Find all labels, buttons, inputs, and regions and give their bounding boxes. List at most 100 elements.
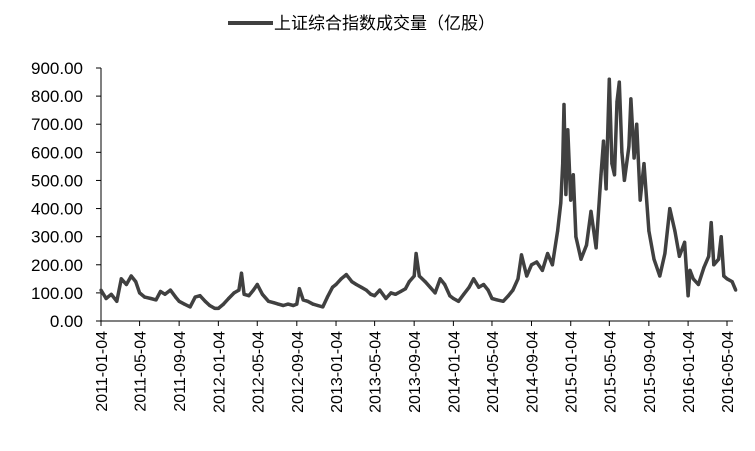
data-point [451, 296, 455, 301]
data-point [297, 287, 301, 291]
data-point [129, 274, 133, 278]
data-point [566, 128, 570, 132]
data-point [407, 280, 411, 284]
data-point [339, 277, 343, 281]
data-point [158, 289, 163, 294]
data-point [688, 268, 692, 272]
data-point [281, 303, 285, 308]
data-point [663, 251, 667, 256]
legend: 上证综合指数成交量（亿股） [228, 14, 495, 34]
data-point [443, 282, 447, 287]
data-point [163, 292, 167, 296]
data-point [104, 296, 108, 301]
y-tick-label: 800.00 [31, 87, 83, 106]
data-point [321, 305, 325, 309]
x-tick-label: 2014-01-04 [446, 331, 463, 413]
x-tick-label: 2015-05-04 [602, 331, 619, 413]
data-point [251, 288, 255, 292]
data-point [516, 277, 520, 281]
data-point [428, 285, 432, 289]
data-point [237, 288, 241, 292]
data-point [486, 288, 490, 292]
y-tick-label: 600.00 [31, 143, 83, 162]
data-point [138, 291, 142, 295]
data-point [325, 295, 329, 299]
data-point [501, 299, 505, 303]
data-point [134, 280, 138, 284]
data-point [412, 274, 416, 278]
data-point [316, 303, 320, 308]
data-point [490, 296, 494, 301]
data-point [604, 187, 608, 191]
series-group [99, 77, 738, 311]
x-tick-label: 2015-09-04 [642, 331, 659, 413]
series-line [99, 77, 738, 311]
data-point [607, 77, 611, 81]
data-point [306, 299, 310, 303]
data-point [247, 294, 251, 298]
x-tick-label: 2012-05-04 [250, 331, 267, 413]
data-point [373, 294, 377, 298]
data-point [295, 302, 299, 306]
data-point [216, 306, 220, 310]
data-point [709, 221, 713, 225]
data-point [350, 280, 354, 284]
data-point [221, 302, 226, 306]
data-point [579, 257, 583, 261]
data-point [550, 263, 555, 267]
x-tick-label: 2014-09-04 [525, 331, 542, 413]
data-point [673, 229, 677, 233]
x-tick-label: 2012-09-04 [290, 331, 307, 413]
x-tick-label: 2015-01-04 [564, 331, 581, 413]
y-tick-label: 400.00 [31, 200, 83, 219]
data-point [574, 235, 578, 239]
data-point [359, 285, 363, 289]
data-point [632, 156, 636, 160]
data-point [109, 292, 113, 296]
data-point [260, 292, 264, 296]
data-point [601, 139, 606, 143]
data-point [149, 296, 153, 301]
data-point [266, 299, 271, 303]
data-point [344, 273, 348, 277]
data-point [635, 122, 639, 126]
x-tick-label: 2011-01-04 [94, 331, 111, 412]
data-point [99, 288, 103, 292]
data-point [154, 298, 158, 302]
data-point [242, 292, 246, 296]
x-tick-label: 2016-01-04 [681, 331, 698, 413]
data-point [330, 285, 335, 289]
data-point [511, 288, 515, 292]
data-point [423, 280, 427, 284]
data-point [255, 282, 259, 287]
data-point [213, 306, 217, 310]
data-point [389, 291, 393, 295]
data-point [535, 260, 539, 264]
data-point [227, 296, 231, 301]
data-point [168, 288, 172, 292]
data-point [722, 274, 726, 278]
data-point [627, 145, 631, 149]
data-point [730, 280, 734, 284]
data-point [364, 288, 368, 292]
data-point [414, 251, 418, 256]
data-point [311, 302, 315, 306]
data-point [571, 173, 575, 177]
data-point [540, 268, 545, 272]
data-point [417, 274, 421, 278]
data-point [719, 235, 723, 239]
data-point [642, 162, 646, 166]
data-point [620, 150, 624, 154]
data-point [115, 299, 119, 303]
data-point [562, 102, 566, 107]
data-point [525, 274, 529, 278]
data-point [467, 285, 471, 289]
data-point [734, 288, 738, 292]
data-point [717, 257, 721, 261]
data-point [188, 305, 192, 309]
data-point [239, 271, 244, 275]
data-point [647, 229, 651, 233]
data-point [378, 288, 382, 292]
data-point [712, 263, 716, 267]
